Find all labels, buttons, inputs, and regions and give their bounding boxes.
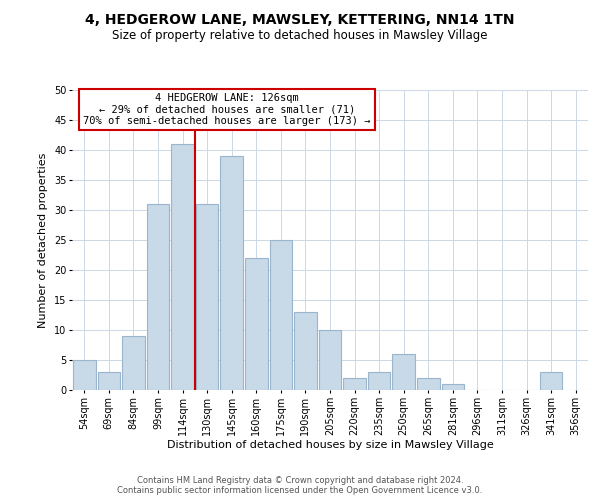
Bar <box>146 204 169 390</box>
Text: 4 HEDGEROW LANE: 126sqm
← 29% of detached houses are smaller (71)
70% of semi-de: 4 HEDGEROW LANE: 126sqm ← 29% of detache… <box>83 93 371 126</box>
Bar <box>540 372 562 390</box>
X-axis label: Distribution of detached houses by size in Mawsley Village: Distribution of detached houses by size … <box>167 440 493 450</box>
Bar <box>269 240 292 390</box>
Text: Size of property relative to detached houses in Mawsley Village: Size of property relative to detached ho… <box>112 29 488 42</box>
Text: Contains public sector information licensed under the Open Government Licence v3: Contains public sector information licen… <box>118 486 482 495</box>
Text: Contains HM Land Registry data © Crown copyright and database right 2024.: Contains HM Land Registry data © Crown c… <box>137 476 463 485</box>
Bar <box>442 384 464 390</box>
Bar <box>98 372 120 390</box>
Bar <box>319 330 341 390</box>
Bar <box>368 372 391 390</box>
Bar <box>343 378 366 390</box>
Bar <box>196 204 218 390</box>
Y-axis label: Number of detached properties: Number of detached properties <box>38 152 49 328</box>
Bar <box>294 312 317 390</box>
Bar <box>220 156 243 390</box>
Bar <box>392 354 415 390</box>
Bar <box>122 336 145 390</box>
Bar <box>245 258 268 390</box>
Bar <box>417 378 440 390</box>
Bar <box>73 360 95 390</box>
Text: 4, HEDGEROW LANE, MAWSLEY, KETTERING, NN14 1TN: 4, HEDGEROW LANE, MAWSLEY, KETTERING, NN… <box>85 12 515 26</box>
Bar <box>171 144 194 390</box>
